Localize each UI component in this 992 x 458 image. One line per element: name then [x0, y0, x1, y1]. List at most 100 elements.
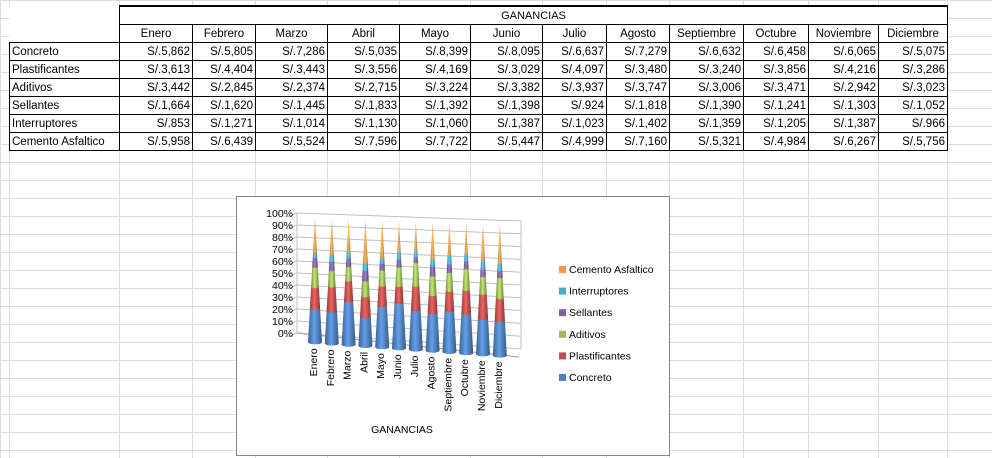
value-cell[interactable]: S/.966: [878, 114, 948, 133]
value-cell[interactable]: S/.6,439: [192, 132, 256, 151]
value-cell[interactable]: S/.1,052: [878, 96, 948, 115]
month-header[interactable]: Diciembre: [878, 24, 948, 43]
value-cell[interactable]: S/.7,160: [606, 132, 670, 151]
value-cell[interactable]: S/.853: [119, 114, 193, 133]
value-cell[interactable]: S/.1,390: [669, 96, 744, 115]
row-label[interactable]: Aditivos: [9, 78, 120, 97]
cone-segment: [425, 313, 440, 353]
value-cell[interactable]: S/.924: [542, 96, 607, 115]
value-cell[interactable]: S/.5,524: [255, 132, 328, 151]
month-header[interactable]: Agosto: [606, 24, 670, 43]
value-cell[interactable]: S/.6,458: [743, 42, 809, 61]
value-cell[interactable]: S/.1,060: [399, 114, 471, 133]
value-cell[interactable]: S/.5,075: [878, 42, 948, 61]
value-cell[interactable]: S/.4,169: [399, 60, 471, 79]
value-cell[interactable]: S/.1,303: [808, 96, 879, 115]
value-cell[interactable]: S/.2,942: [808, 78, 879, 97]
value-cell[interactable]: S/.5,756: [878, 132, 948, 151]
row-label[interactable]: Cemento Asfaltico: [9, 132, 120, 151]
value-cell[interactable]: S/.4,216: [808, 60, 879, 79]
value-cell[interactable]: S/.3,286: [878, 60, 948, 79]
month-header[interactable]: Junio: [470, 24, 543, 43]
value-cell[interactable]: S/.5,035: [327, 42, 400, 61]
month-header[interactable]: Noviembre: [808, 24, 879, 43]
row-label[interactable]: Concreto: [9, 42, 120, 61]
cone-segment: [397, 220, 401, 252]
value-cell[interactable]: S/.3,442: [119, 78, 193, 97]
value-cell[interactable]: S/.3,029: [470, 60, 543, 79]
value-cell[interactable]: S/.3,480: [606, 60, 670, 79]
value-cell[interactable]: S/.1,014: [255, 114, 328, 133]
value-cell[interactable]: S/.2,374: [255, 78, 328, 97]
cone-segment: [396, 251, 402, 260]
value-cell[interactable]: S/.1,402: [606, 114, 670, 133]
value-cell[interactable]: S/.6,065: [808, 42, 879, 61]
value-cell[interactable]: S/.5,447: [470, 132, 543, 151]
value-cell[interactable]: S/.3,224: [399, 78, 471, 97]
value-cell[interactable]: S/.5,958: [119, 132, 193, 151]
value-cell[interactable]: S/.5,805: [192, 42, 256, 61]
value-cell[interactable]: S/.1,445: [255, 96, 328, 115]
month-header[interactable]: Febrero: [192, 24, 256, 43]
month-header[interactable]: Septiembre: [669, 24, 744, 43]
month-header[interactable]: Marzo: [255, 24, 328, 43]
value-cell[interactable]: S/.7,722: [399, 132, 471, 151]
month-header[interactable]: Mayo: [399, 24, 471, 43]
value-cell[interactable]: S/.1,271: [192, 114, 256, 133]
value-cell[interactable]: S/.4,999: [542, 132, 607, 151]
value-cell[interactable]: S/.4,984: [743, 132, 809, 151]
value-cell[interactable]: S/.2,715: [327, 78, 400, 97]
row-label[interactable]: Interruptores: [9, 114, 120, 133]
value-cell[interactable]: S/.3,240: [669, 60, 744, 79]
value-cell[interactable]: S/.3,443: [255, 60, 328, 79]
value-cell[interactable]: S/.1,241: [743, 96, 809, 115]
month-header[interactable]: Julio: [542, 24, 607, 43]
value-cell[interactable]: S/.4,097: [542, 60, 607, 79]
corner-cell[interactable]: [10, 25, 120, 43]
row-label[interactable]: Sellantes: [9, 96, 120, 115]
table-title[interactable]: GANANCIAS: [119, 5, 948, 25]
value-cell[interactable]: S/.3,006: [669, 78, 744, 97]
value-cell[interactable]: S/.3,023: [878, 78, 948, 97]
value-cell[interactable]: S/.1,130: [327, 114, 400, 133]
value-cell[interactable]: S/.3,747: [606, 78, 670, 97]
value-cell[interactable]: S/.3,937: [542, 78, 607, 97]
cone-segment: [326, 286, 337, 313]
value-cell[interactable]: S/.1,818: [606, 96, 670, 115]
value-cell[interactable]: S/.6,632: [669, 42, 744, 61]
value-cell[interactable]: S/.7,596: [327, 132, 400, 151]
value-cell[interactable]: S/.3,613: [119, 60, 193, 79]
value-cell[interactable]: S/.6,267: [808, 132, 879, 151]
value-cell[interactable]: S/.1,387: [470, 114, 543, 133]
value-cell[interactable]: S/.3,556: [327, 60, 400, 79]
value-cell[interactable]: S/.1,833: [327, 96, 400, 115]
value-cell[interactable]: S/.1,620: [192, 96, 256, 115]
value-cell[interactable]: S/.1,664: [119, 96, 193, 115]
corner-cell[interactable]: [10, 6, 120, 25]
value-cell[interactable]: S/.6,637: [542, 42, 607, 61]
value-cell[interactable]: S/.1,398: [470, 96, 543, 115]
value-cell[interactable]: S/.1,205: [743, 114, 809, 133]
stacked-cone-chart[interactable]: 0% 10% 20% 30% 40% 50% 60% 70% 80% 90% 100% Enero Fe…: [236, 196, 670, 456]
month-header[interactable]: Octubre: [743, 24, 809, 43]
month-header[interactable]: Enero: [119, 24, 193, 43]
value-cell[interactable]: S/.1,359: [669, 114, 744, 133]
value-cell[interactable]: S/.5,862: [119, 42, 193, 61]
value-cell[interactable]: S/.1,387: [808, 114, 879, 133]
row-label[interactable]: Plastificantes: [9, 60, 120, 79]
cone-segment: [345, 266, 353, 282]
value-cell[interactable]: S/.7,286: [255, 42, 328, 61]
value-cell[interactable]: S/.8,399: [399, 42, 471, 61]
legend-label: Interruptores: [569, 286, 629, 298]
value-cell[interactable]: S/.1,392: [399, 96, 471, 115]
value-cell[interactable]: S/.1,023: [542, 114, 607, 133]
value-cell[interactable]: S/.3,471: [743, 78, 809, 97]
value-cell[interactable]: S/.5,321: [669, 132, 744, 151]
value-cell[interactable]: S/.3,856: [743, 60, 809, 79]
month-header[interactable]: Abril: [327, 24, 400, 43]
value-cell[interactable]: S/.7,279: [606, 42, 670, 61]
value-cell[interactable]: S/.3,382: [470, 78, 543, 97]
value-cell[interactable]: S/.8,095: [470, 42, 543, 61]
value-cell[interactable]: S/.4,404: [192, 60, 256, 79]
value-cell[interactable]: S/.2,845: [192, 78, 256, 97]
